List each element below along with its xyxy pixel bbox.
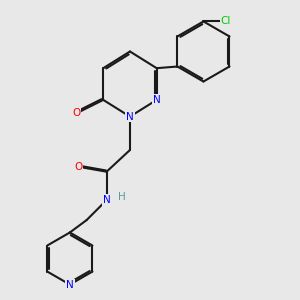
Text: O: O xyxy=(74,162,82,172)
Text: N: N xyxy=(153,95,160,105)
Text: O: O xyxy=(72,108,81,118)
Text: Cl: Cl xyxy=(220,16,231,26)
Text: N: N xyxy=(66,280,74,290)
Text: N: N xyxy=(103,195,110,205)
Text: N: N xyxy=(126,112,134,122)
Text: H: H xyxy=(118,192,125,202)
